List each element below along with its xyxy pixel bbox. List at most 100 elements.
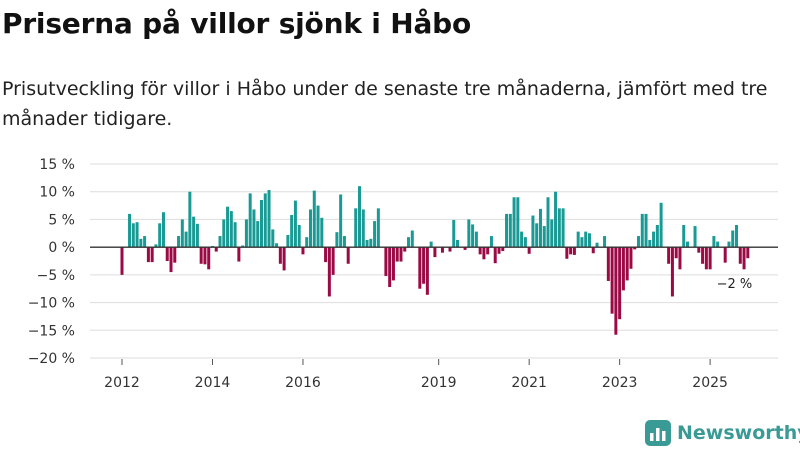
bar xyxy=(177,236,181,248)
bar xyxy=(335,232,339,248)
bar xyxy=(520,231,524,248)
bar-chart-logo-icon xyxy=(645,420,671,446)
bar xyxy=(252,209,256,248)
bar xyxy=(399,247,403,262)
bar xyxy=(165,247,169,261)
bar xyxy=(267,190,271,248)
bar xyxy=(640,213,644,248)
bar xyxy=(508,213,512,248)
bar xyxy=(158,223,162,248)
bar xyxy=(448,247,452,252)
bar xyxy=(440,247,444,253)
bar xyxy=(275,243,279,248)
bar xyxy=(738,247,742,264)
bar xyxy=(493,247,497,264)
bar xyxy=(686,241,689,248)
bar xyxy=(708,247,712,270)
bar xyxy=(542,226,546,248)
bar xyxy=(561,208,565,248)
y-tick-label: −15 % xyxy=(28,323,75,339)
bar xyxy=(546,197,550,248)
x-tick-label: 2019 xyxy=(421,375,457,391)
bar xyxy=(538,208,542,248)
bar xyxy=(331,247,335,275)
bar xyxy=(682,224,686,248)
bar xyxy=(629,247,633,269)
bar xyxy=(410,230,414,248)
bar xyxy=(471,224,475,248)
bar xyxy=(259,200,263,248)
bar xyxy=(135,222,139,248)
bar xyxy=(324,247,328,263)
bar xyxy=(214,247,218,252)
bar xyxy=(595,242,599,248)
bar xyxy=(648,239,652,248)
bar xyxy=(697,247,701,253)
bar xyxy=(636,236,640,248)
bar xyxy=(286,234,290,248)
bar xyxy=(241,245,245,248)
bar xyxy=(388,247,392,288)
bar xyxy=(723,247,727,263)
bar xyxy=(497,247,501,254)
bar xyxy=(505,213,509,248)
bar xyxy=(354,208,358,248)
x-tick-label: 2021 xyxy=(511,375,547,391)
bar xyxy=(407,237,411,248)
bar xyxy=(584,231,588,248)
y-tick-label: 0 % xyxy=(48,240,75,256)
bar xyxy=(422,247,426,284)
bar xyxy=(376,208,380,248)
bar xyxy=(527,247,531,254)
bar xyxy=(346,247,350,264)
bar xyxy=(531,215,535,248)
bar xyxy=(248,193,252,248)
bar xyxy=(143,236,147,248)
bar xyxy=(456,239,460,248)
bar xyxy=(572,247,576,255)
bar xyxy=(131,223,135,248)
y-tick-label: 10 % xyxy=(39,185,75,201)
bar xyxy=(192,216,196,248)
brand-logo: Newsworthy xyxy=(645,418,800,448)
x-tick-label: 2023 xyxy=(602,375,638,391)
bar xyxy=(565,247,569,259)
bar xyxy=(188,191,192,248)
bar xyxy=(429,241,433,248)
bar xyxy=(482,247,486,260)
bar xyxy=(614,247,618,335)
bar xyxy=(652,231,656,248)
bar xyxy=(256,221,260,248)
bar xyxy=(716,241,720,248)
bar xyxy=(316,205,320,248)
bar xyxy=(195,223,199,248)
bar xyxy=(603,236,607,248)
bar xyxy=(391,247,395,281)
bar xyxy=(727,241,731,248)
bar xyxy=(569,247,573,255)
bar xyxy=(203,247,207,265)
bar xyxy=(271,229,275,248)
bar xyxy=(618,247,622,320)
bar xyxy=(222,219,226,248)
brand-name: Newsworthy xyxy=(677,422,800,444)
bar xyxy=(365,239,369,248)
bar xyxy=(463,247,467,250)
bar xyxy=(670,247,674,297)
x-tick-label: 2016 xyxy=(285,375,321,391)
bar xyxy=(161,212,165,248)
y-tick-label: −20 % xyxy=(28,351,75,367)
bar xyxy=(418,247,422,289)
bar xyxy=(327,247,331,297)
y-tick-label: 15 % xyxy=(39,157,75,173)
bar xyxy=(320,217,324,248)
bar xyxy=(169,247,173,273)
bar xyxy=(452,219,456,248)
bar xyxy=(678,247,682,270)
bar xyxy=(557,208,561,248)
bar xyxy=(395,247,399,262)
chart-title: Priserna på villor sjönk i Håbo xyxy=(2,7,472,40)
bar xyxy=(339,194,343,248)
bar xyxy=(554,191,558,248)
chart-subtitle: Prisutveckling för villor i Håbo under d… xyxy=(2,78,768,130)
